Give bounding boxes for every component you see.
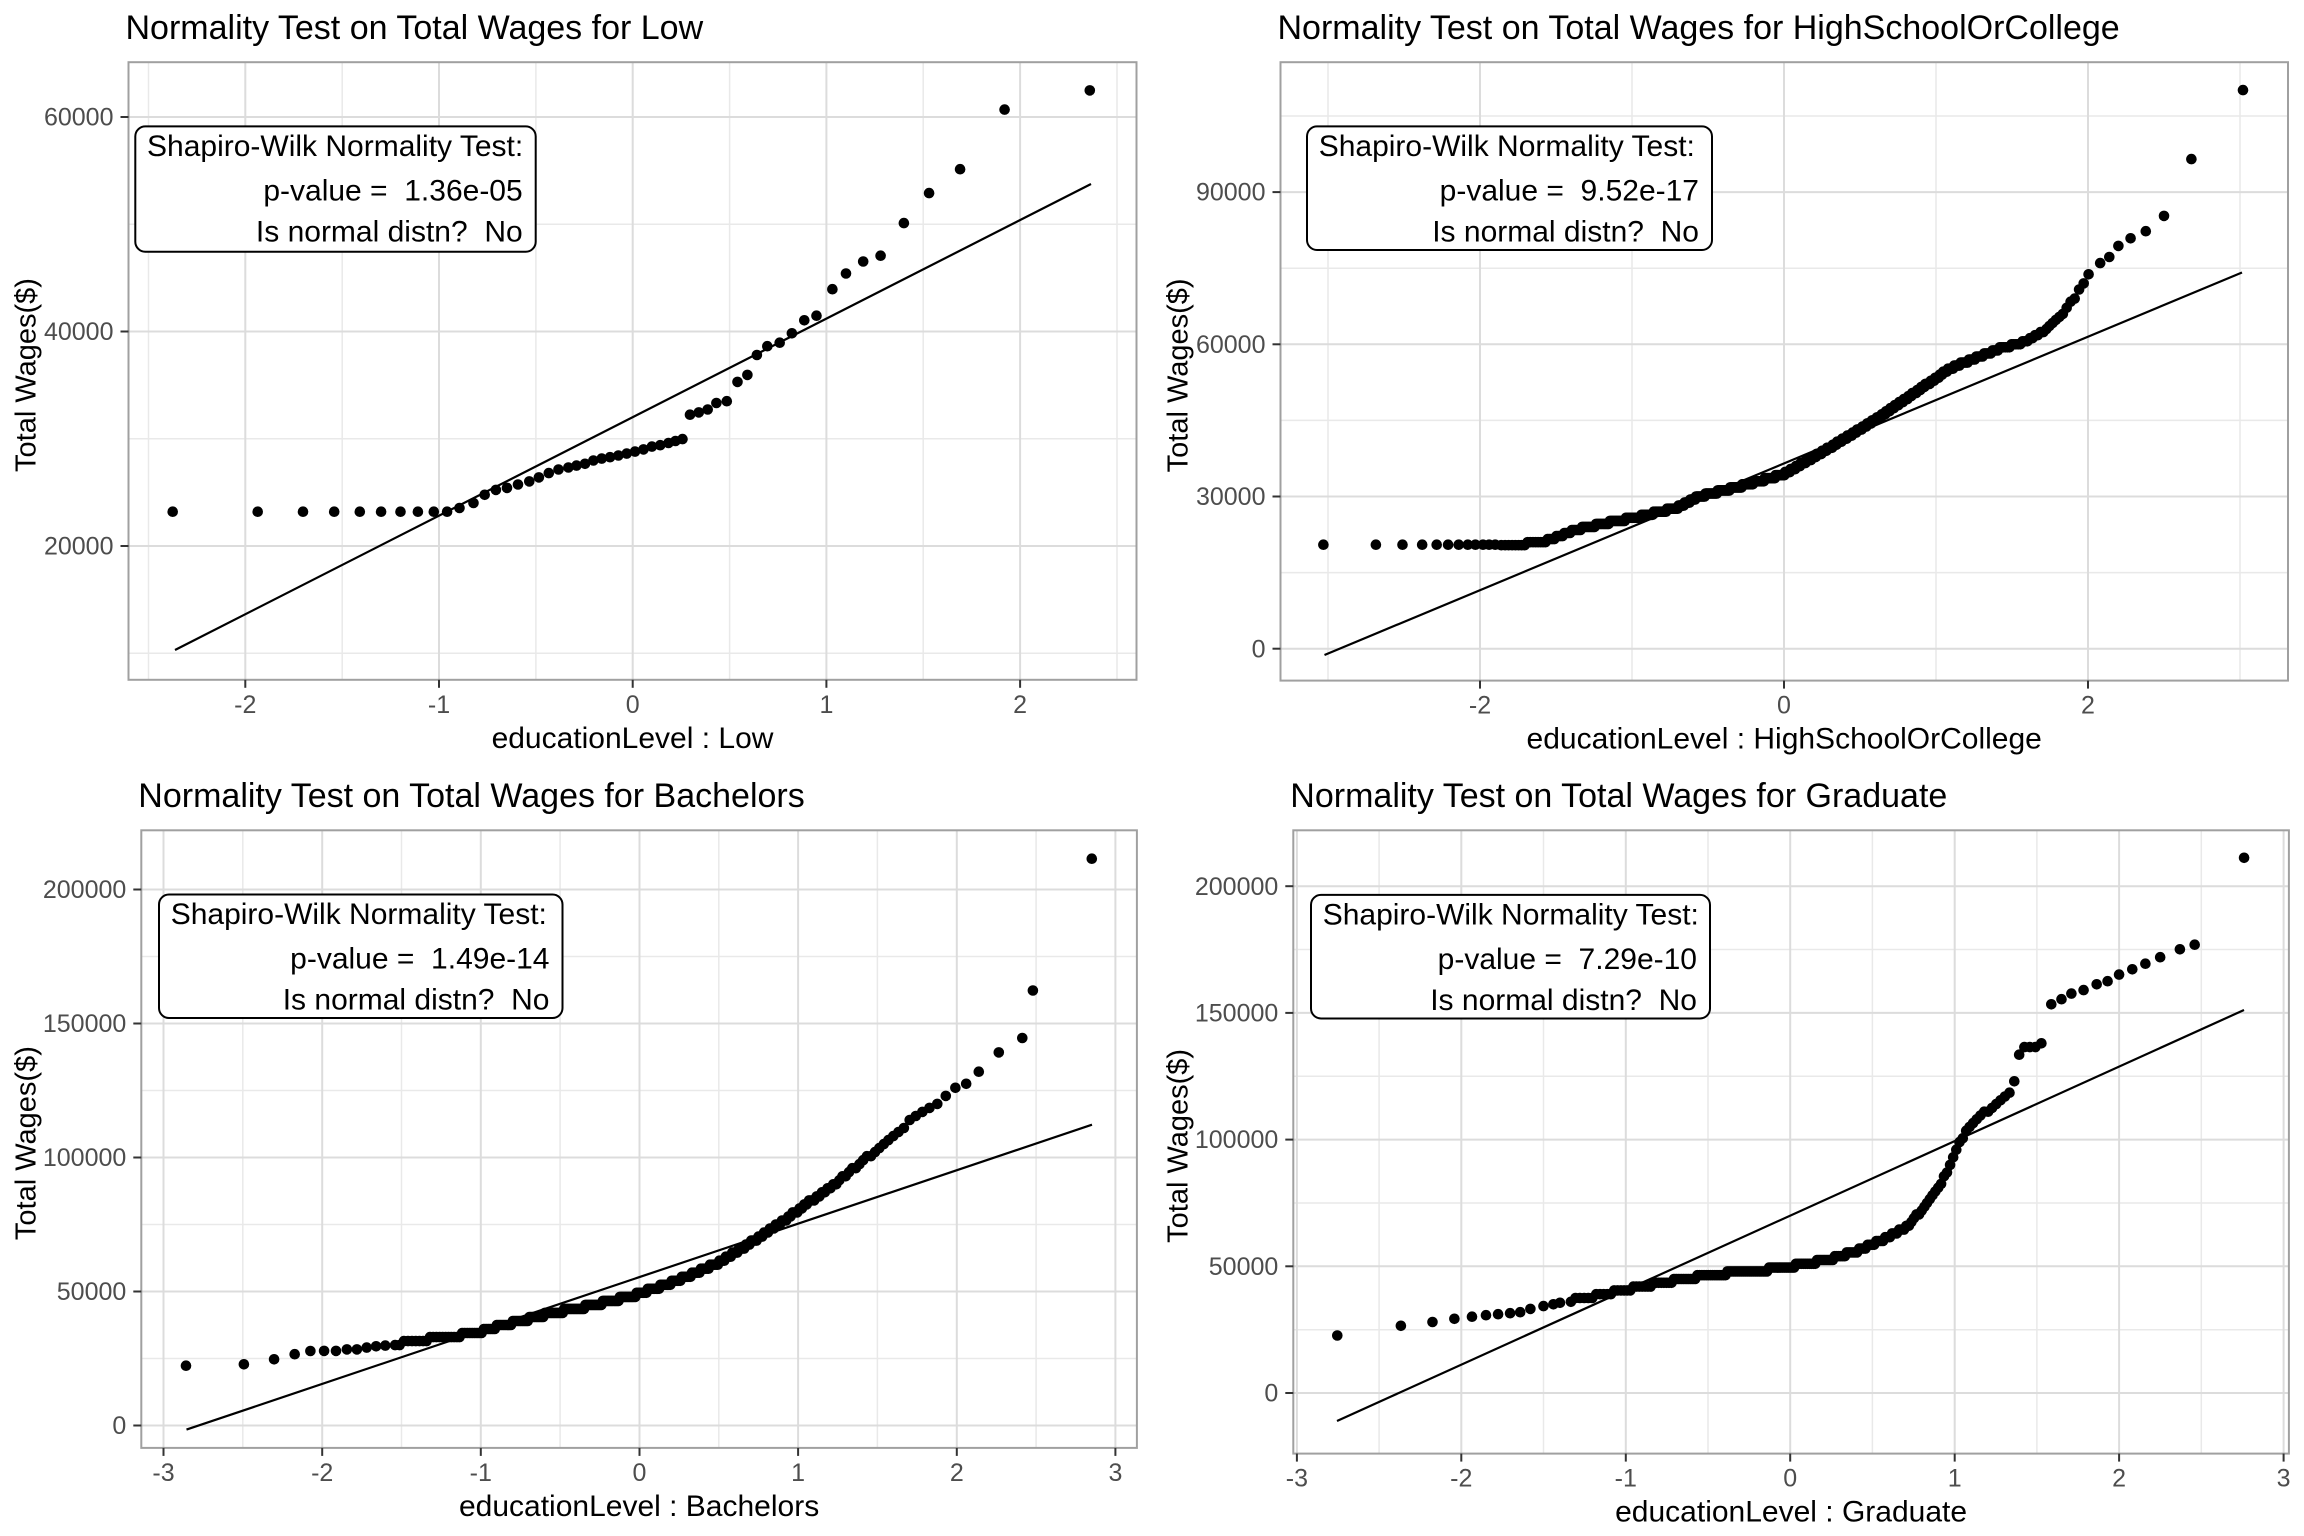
svg-text:Shapiro-Wilk Normality Test:: Shapiro-Wilk Normality Test:	[1319, 130, 1695, 163]
svg-text:150000: 150000	[1195, 1000, 1278, 1028]
svg-text:60000: 60000	[1196, 331, 1266, 359]
svg-text:-2: -2	[311, 1459, 333, 1487]
svg-text:30000: 30000	[1196, 483, 1266, 511]
svg-text:50000: 50000	[57, 1278, 127, 1306]
svg-text:200000: 200000	[43, 876, 126, 904]
svg-text:1: 1	[819, 691, 833, 719]
svg-text:Total Wages($): Total Wages($)	[11, 1046, 43, 1240]
svg-text:educationLevel : Low: educationLevel : Low	[492, 722, 774, 755]
svg-text:educationLevel : Bachelors: educationLevel : Bachelors	[459, 1490, 819, 1523]
svg-text:20000: 20000	[44, 533, 114, 561]
svg-text:40000: 40000	[44, 318, 114, 346]
svg-text:-3: -3	[1286, 1465, 1308, 1493]
svg-text:-2: -2	[1469, 692, 1491, 720]
svg-text:2: 2	[2081, 692, 2095, 720]
svg-text:1: 1	[1948, 1465, 1962, 1493]
svg-text:90000: 90000	[1196, 179, 1266, 207]
svg-text:0: 0	[112, 1412, 126, 1440]
svg-text:Normality Test on Total Wages: Normality Test on Total Wages for Bachel…	[138, 777, 804, 815]
svg-text:2: 2	[950, 1459, 964, 1487]
svg-text:0: 0	[633, 1459, 647, 1487]
svg-text:Shapiro-Wilk Normality Test:: Shapiro-Wilk Normality Test:	[147, 130, 523, 163]
svg-text:3: 3	[2277, 1465, 2291, 1493]
svg-text:-2: -2	[1450, 1465, 1472, 1493]
svg-text:0: 0	[1264, 1380, 1278, 1408]
svg-text:0: 0	[1777, 692, 1791, 720]
svg-text:0: 0	[1783, 1465, 1797, 1493]
svg-text:p-value = 9.52e-17: p-value = 9.52e-17	[1440, 175, 1699, 208]
svg-text:1: 1	[791, 1459, 805, 1487]
svg-text:Normality Test on Total Wages: Normality Test on Total Wages for Low	[126, 9, 704, 47]
svg-text:100000: 100000	[43, 1144, 126, 1172]
svg-text:Normality Test on Total Wages: Normality Test on Total Wages for HighSc…	[1278, 9, 2120, 47]
svg-text:3: 3	[1108, 1459, 1122, 1487]
svg-text:60000: 60000	[44, 104, 114, 132]
svg-text:-1: -1	[470, 1459, 492, 1487]
svg-text:p-value = 1.49e-14: p-value = 1.49e-14	[290, 943, 549, 976]
svg-text:p-value = 1.36e-05: p-value = 1.36e-05	[263, 175, 522, 208]
svg-text:-3: -3	[152, 1459, 174, 1487]
svg-text:educationLevel : Graduate: educationLevel : Graduate	[1615, 1496, 1967, 1529]
svg-text:Is normal distn? No: Is normal distn? No	[283, 984, 550, 1017]
svg-text:-2: -2	[234, 691, 256, 719]
svg-text:100000: 100000	[1195, 1126, 1278, 1154]
svg-text:-1: -1	[1615, 1465, 1637, 1493]
svg-text:2: 2	[1013, 691, 1027, 719]
svg-text:Shapiro-Wilk Normality Test:: Shapiro-Wilk Normality Test:	[1323, 899, 1699, 932]
svg-text:150000: 150000	[43, 1010, 126, 1038]
svg-text:Normality Test on Total Wages: Normality Test on Total Wages for Gradua…	[1290, 777, 1947, 815]
svg-text:p-value = 7.29e-10: p-value = 7.29e-10	[1438, 943, 1697, 976]
svg-text:educationLevel : HighSchoolOrC: educationLevel : HighSchoolOrCollege	[1527, 723, 2042, 756]
svg-text:Is normal distn? No: Is normal distn? No	[1432, 216, 1699, 249]
svg-text:Total Wages($): Total Wages($)	[1163, 278, 1195, 472]
svg-text:Total Wages($): Total Wages($)	[1163, 1049, 1195, 1243]
svg-text:200000: 200000	[1195, 873, 1278, 901]
svg-text:Total Wages($): Total Wages($)	[11, 278, 43, 472]
svg-text:0: 0	[1252, 635, 1266, 663]
svg-text:2: 2	[2112, 1465, 2126, 1493]
svg-text:0: 0	[626, 691, 640, 719]
svg-text:-1: -1	[428, 691, 450, 719]
svg-text:Shapiro-Wilk Normality Test:: Shapiro-Wilk Normality Test:	[171, 898, 547, 931]
svg-text:Is normal distn? No: Is normal distn? No	[256, 216, 523, 249]
svg-text:Is normal distn? No: Is normal distn? No	[1430, 984, 1697, 1017]
svg-text:50000: 50000	[1209, 1253, 1279, 1281]
